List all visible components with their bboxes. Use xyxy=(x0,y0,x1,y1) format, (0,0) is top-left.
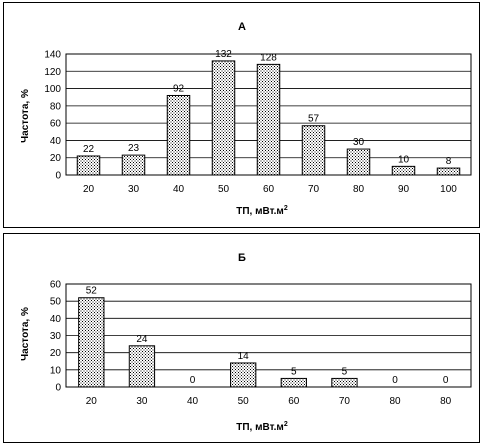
x-tick-label: 100 xyxy=(440,184,457,195)
x-tick-label: 50 xyxy=(218,184,230,195)
data-label: 10 xyxy=(398,154,410,165)
y-tick-label: 60 xyxy=(50,119,62,130)
x-tick-label: 40 xyxy=(173,184,185,195)
x-tick-label: 70 xyxy=(308,184,320,195)
x-tick-label: 30 xyxy=(136,396,148,407)
chart-a-xlabel-sup: 2 xyxy=(284,205,288,212)
x-tick-label: 40 xyxy=(187,396,199,407)
data-label: 23 xyxy=(128,143,140,154)
bar xyxy=(128,345,156,388)
chart-a-svg: А Частота, % ТП, мВт.м2 22 23 92 132 128 57 30… xyxy=(20,21,472,217)
bar xyxy=(280,377,307,388)
x-tick-label: 20 xyxy=(83,184,95,195)
chart-a-title: А xyxy=(238,21,246,33)
bar xyxy=(346,148,371,176)
chart-b-ylabel: Частота, % xyxy=(20,307,31,361)
y-tick-label: 20 xyxy=(50,153,62,164)
bar xyxy=(391,165,416,176)
bar xyxy=(211,60,236,176)
chart-panel-b: Б Частота, % ТП, мВт.м2 52 24 0 14 5 5 0 0 0 10 2… xyxy=(3,233,480,443)
bar xyxy=(230,362,257,388)
x-tick-label: 60 xyxy=(263,184,275,195)
y-tick-label: 40 xyxy=(50,136,62,147)
x-tick-label: 80 xyxy=(440,396,452,407)
data-label: 92 xyxy=(173,83,185,94)
chart-panel-a: А Частота, % ТП, мВт.м2 22 23 92 132 128 57 30… xyxy=(3,2,480,228)
y-tick-label: 0 xyxy=(55,383,61,394)
bar xyxy=(78,297,105,388)
chart-a-xlabel-text: ТП, мВт.м xyxy=(236,206,284,217)
bar xyxy=(331,377,358,388)
chart-a-ylabel: Частота, % xyxy=(20,89,31,143)
data-label: 14 xyxy=(238,351,250,362)
bar xyxy=(256,63,281,176)
y-tick-label: 10 xyxy=(50,365,62,376)
data-label: 8 xyxy=(446,156,452,167)
x-tick-label: 60 xyxy=(288,396,300,407)
plot-area-frame xyxy=(65,283,472,388)
x-tick-label: 70 xyxy=(339,396,351,407)
data-label: 0 xyxy=(392,375,398,386)
bar xyxy=(436,167,461,176)
data-label: 5 xyxy=(291,366,297,377)
chart-b-xlabel-text: ТП, мВт.м xyxy=(236,422,284,433)
x-tick-label: 50 xyxy=(238,396,250,407)
chart-b-title: Б xyxy=(238,252,246,264)
x-tick-label: 80 xyxy=(390,396,402,407)
y-tick-label: 120 xyxy=(44,67,61,78)
data-label: 52 xyxy=(86,286,98,297)
data-label: 22 xyxy=(83,144,95,155)
chart-a-xlabel: ТП, мВт.м2 xyxy=(236,205,288,217)
data-label: 30 xyxy=(353,137,365,148)
data-label: 132 xyxy=(215,49,232,60)
bar xyxy=(301,125,326,176)
data-label: 24 xyxy=(136,334,148,345)
y-tick-label: 40 xyxy=(50,314,62,325)
y-tick-label: 100 xyxy=(44,84,61,95)
y-tick-label: 20 xyxy=(50,348,62,359)
y-tick-label: 140 xyxy=(44,50,61,61)
chart-b-xlabel: ТП, мВт.м2 xyxy=(236,421,288,433)
data-label: 5 xyxy=(342,366,348,377)
y-tick-label: 60 xyxy=(50,280,62,291)
x-tick-label: 20 xyxy=(86,396,98,407)
data-label: 0 xyxy=(443,375,449,386)
data-label: 57 xyxy=(308,114,320,125)
chart-b-xlabel-sup: 2 xyxy=(284,421,288,428)
data-label: 0 xyxy=(190,375,196,386)
y-tick-label: 30 xyxy=(50,331,62,342)
bar xyxy=(121,154,146,176)
y-tick-label: 50 xyxy=(50,297,62,308)
y-tick-label: 0 xyxy=(55,171,61,182)
x-tick-label: 30 xyxy=(128,184,140,195)
x-tick-label: 90 xyxy=(398,184,410,195)
y-tick-label: 80 xyxy=(50,101,62,112)
bar xyxy=(166,94,191,176)
data-label: 128 xyxy=(260,52,277,63)
x-tick-label: 80 xyxy=(353,184,365,195)
bar xyxy=(76,155,101,176)
